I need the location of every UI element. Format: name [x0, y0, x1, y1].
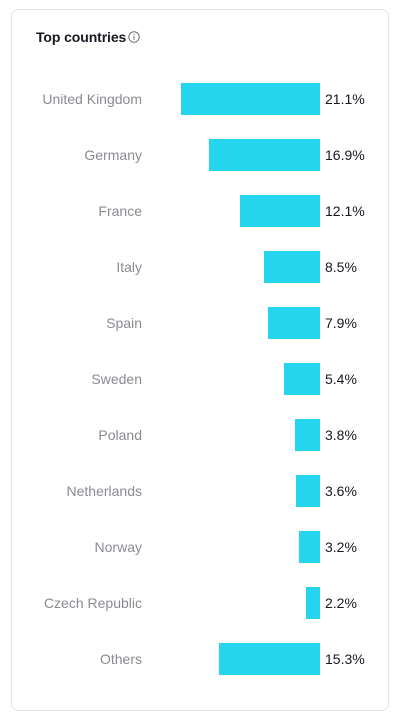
- countries-bar-list: United Kingdom 21.1% Germany 16.9% France 12.…: [12, 10, 388, 710]
- country-bar: [299, 531, 320, 563]
- country-percentage: 12.1%: [325, 203, 365, 219]
- card-title: Top countries: [36, 29, 127, 45]
- country-row: Germany 16.9%: [12, 139, 388, 171]
- country-bar: [306, 587, 320, 619]
- top-countries-card: Top countries United Kingdom 21.1% Germany…: [11, 9, 389, 711]
- country-name: Netherlands: [66, 483, 143, 499]
- country-row: Czech Republic 2.2%: [12, 587, 388, 619]
- country-name: Spain: [106, 315, 142, 331]
- country-bar: [240, 195, 320, 227]
- country-row: Others 15.3%: [12, 643, 388, 675]
- country-row: United Kingdom 21.1%: [12, 83, 388, 115]
- country-percentage: 15.3%: [325, 651, 365, 667]
- country-name: Others: [99, 651, 142, 667]
- country-name: France: [98, 203, 142, 219]
- country-row: Sweden 5.4%: [12, 363, 388, 395]
- country-name: United Kingdom: [42, 91, 142, 107]
- country-name: Norway: [94, 539, 142, 555]
- country-bar: [284, 363, 320, 395]
- country-percentage: 16.9%: [325, 147, 365, 163]
- country-row: Italy 8.5%: [12, 251, 388, 283]
- country-percentage: 3.6%: [325, 483, 357, 499]
- country-bar: [296, 475, 320, 507]
- country-percentage: 2.2%: [325, 595, 357, 611]
- country-percentage: 7.9%: [325, 315, 357, 331]
- country-name: Poland: [98, 427, 142, 443]
- country-bar: [295, 419, 320, 451]
- card-header: Top countries: [36, 28, 141, 46]
- country-name: Czech Republic: [43, 595, 142, 611]
- country-bar: [219, 643, 320, 675]
- country-percentage: 8.5%: [325, 259, 357, 275]
- country-name: Sweden: [91, 371, 142, 387]
- country-bar: [264, 251, 320, 283]
- country-row: France 12.1%: [12, 195, 388, 227]
- country-bar: [181, 83, 320, 115]
- country-name: Italy: [116, 259, 142, 275]
- country-percentage: 3.2%: [325, 539, 357, 555]
- country-row: Norway 3.2%: [12, 531, 388, 563]
- country-bar: [209, 139, 320, 171]
- country-percentage: 5.4%: [325, 371, 357, 387]
- country-row: Poland 3.8%: [12, 419, 388, 451]
- country-percentage: 21.1%: [325, 91, 365, 107]
- info-circle-icon[interactable]: [128, 31, 141, 44]
- country-row: Spain 7.9%: [12, 307, 388, 339]
- country-name: Germany: [84, 147, 142, 163]
- country-bar: [268, 307, 320, 339]
- country-row: Netherlands 3.6%: [12, 475, 388, 507]
- country-percentage: 3.8%: [325, 427, 357, 443]
